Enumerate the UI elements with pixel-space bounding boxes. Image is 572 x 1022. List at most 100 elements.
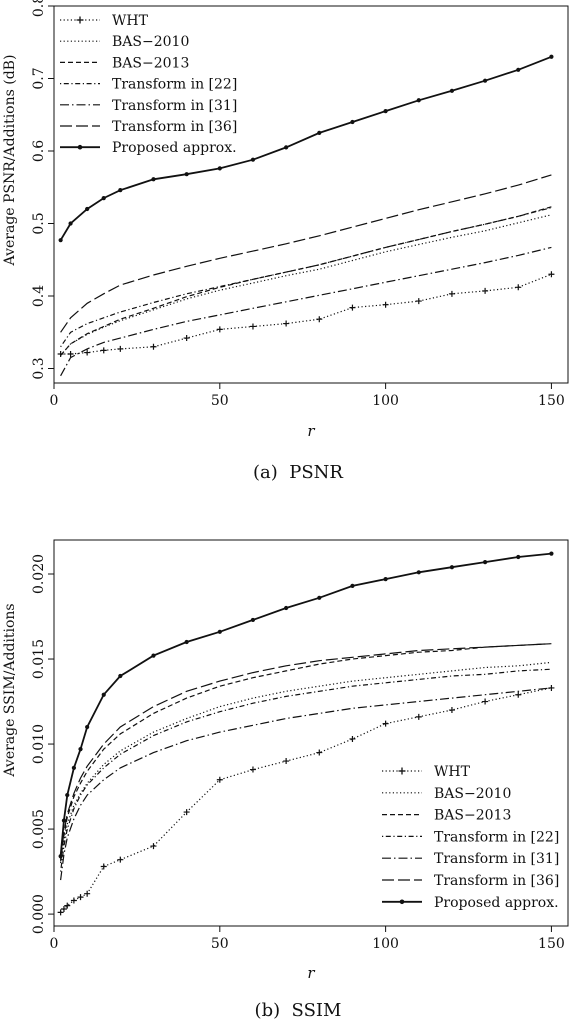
ssim-point-wht (100, 863, 107, 870)
psnr-point-proposed-approx (482, 78, 488, 83)
psnr-series-transform-in-22 (60, 207, 552, 348)
ssim-legend-label-transform-in-31: Transform in [31] (434, 851, 559, 867)
psnr-y-tick-label: 0.4 (31, 285, 47, 307)
ssim-point-proposed-approx (217, 629, 222, 634)
ssim-caption: (b) SSIM (255, 1000, 342, 1021)
psnr-y-tick-label: 0.7 (31, 67, 47, 89)
ssim-legend-label-wht: WHT (434, 764, 471, 780)
psnr-point-proposed-approx (118, 188, 123, 193)
psnr-y-tick-label: 0.6 (31, 140, 47, 162)
ssim-legend-label-bas-2010: BAS−2010 (434, 786, 511, 802)
psnr-point-wht (67, 351, 74, 357)
ssim-point-proposed-approx (449, 565, 455, 570)
psnr-point-proposed-approx (350, 119, 355, 125)
ssim-point-wht (117, 856, 124, 863)
ssim-point-proposed-approx (118, 673, 123, 679)
ssim-point-proposed-approx (284, 605, 289, 611)
psnr-y-tick-label: 0.8 (31, 0, 47, 17)
psnr-point-wht (57, 351, 64, 357)
ssim-y-tick-label: 0.010 (31, 724, 47, 764)
ssim-series-transform-in-31 (60, 687, 552, 881)
psnr-x-tick-label: 100 (372, 393, 399, 409)
ssim-point-wht (216, 776, 223, 783)
psnr-point-proposed-approx (383, 109, 388, 114)
psnr-series-wht (60, 273, 552, 355)
psnr-x-tick-label: 0 (50, 393, 59, 409)
psnr-point-wht (216, 326, 223, 333)
ssim-x-tick-label: 50 (211, 936, 229, 952)
psnr-legend-label-wht: WHT (112, 13, 149, 29)
plot-area-frame (53, 5, 569, 384)
psnr-series-bas-2010 (60, 214, 552, 356)
psnr-point-proposed-approx (549, 54, 554, 59)
ssim-point-proposed-approx (78, 747, 83, 752)
ssim-point-proposed-approx (85, 724, 90, 730)
ssim-series-bas-2010 (60, 661, 552, 864)
ssim-point-wht (316, 749, 323, 756)
ssim-legend-label-transform-in-36: Transform in [36] (434, 873, 559, 889)
psnr-legend-label-bas-2013: BAS−2013 (112, 55, 189, 71)
psnr-point-wht (183, 335, 190, 342)
psnr-point-wht (100, 347, 107, 354)
psnr-legend-label-transform-in-36: Transform in [36] (112, 119, 237, 135)
psnr-legend-marker (76, 16, 84, 24)
ssim-point-wht (349, 735, 356, 742)
psnr-point-proposed-approx (184, 172, 189, 177)
psnr-panel: 0 50 100 150 0.3 0.4 0.5 0.6 0.7 0.8 WHT BAS−2010 B… (2, 0, 569, 483)
ssim-point-proposed-approx (516, 554, 521, 560)
ssim-point-proposed-approx (549, 551, 554, 556)
ssim-point-wht (482, 698, 489, 705)
ssim-legend: WHT BAS−2010 BAS−2013 Transform in [22] Tran… (382, 764, 559, 911)
ssim-legend-marker (398, 767, 406, 775)
ssim-point-wht (249, 766, 256, 773)
psnr-point-proposed-approx (217, 166, 222, 171)
ssim-point-proposed-approx (383, 577, 388, 582)
psnr-point-proposed-approx (85, 206, 90, 212)
psnr-series-transform-in-36 (60, 174, 552, 333)
ssim-point-wht (60, 905, 67, 912)
ssim-axes: 0 50 100 150 0.000 0.005 0.010 0.015 0.020 (31, 554, 565, 952)
ssim-point-proposed-approx (61, 818, 67, 823)
ssim-point-wht (283, 758, 290, 765)
ssim-y-tick-label: 0.020 (31, 554, 47, 594)
psnr-point-wht (382, 301, 389, 308)
ssim-point-proposed-approx (184, 639, 189, 645)
psnr-point-proposed-approx (284, 145, 289, 150)
ssim-point-wht (77, 894, 84, 901)
ssim-point-proposed-approx (101, 692, 106, 697)
ssim-y-tick-label: 0.000 (31, 894, 47, 934)
psnr-series-layer (57, 54, 555, 377)
ssim-point-wht (515, 691, 522, 698)
psnr-point-proposed-approx (101, 196, 106, 201)
ssim-point-proposed-approx (482, 560, 488, 565)
ssim-point-wht (183, 809, 190, 816)
psnr-point-wht (548, 271, 555, 278)
ssim-point-wht (448, 707, 455, 714)
psnr-point-wht (117, 345, 124, 352)
ssim-point-wht (415, 713, 422, 720)
ssim-point-proposed-approx (151, 653, 156, 658)
ssim-x-tick-label: 150 (538, 936, 565, 952)
psnr-point-proposed-approx (58, 238, 63, 243)
ssim-legend-label-proposed-approx: Proposed approx. (434, 895, 559, 911)
psnr-point-proposed-approx (68, 221, 73, 226)
ssim-y-tick-label: 0.005 (31, 809, 47, 849)
psnr-legend-label-proposed-approx: Proposed approx. (112, 140, 237, 156)
psnr-point-proposed-approx (516, 67, 521, 72)
psnr-point-proposed-approx (250, 157, 256, 162)
ssim-series-transform-in-36 (60, 643, 552, 860)
ssim-point-wht (548, 684, 555, 691)
psnr-x-tick-label: 50 (211, 393, 229, 409)
ssim-point-proposed-approx (317, 595, 322, 600)
ssim-point-wht (64, 902, 71, 909)
ssim-y-tick-label: 0.015 (31, 639, 47, 679)
psnr-point-proposed-approx (416, 98, 421, 103)
psnr-y-tick-label: 0.5 (31, 212, 47, 234)
psnr-point-wht (150, 343, 157, 350)
ssim-point-proposed-approx (350, 583, 355, 589)
ssim-legend-marker (399, 899, 405, 905)
ssim-x-axis-label: r (307, 964, 315, 982)
ssim-x-tick-label: 0 (50, 936, 59, 952)
ssim-point-wht (84, 890, 91, 897)
ssim-point-proposed-approx (416, 570, 421, 575)
